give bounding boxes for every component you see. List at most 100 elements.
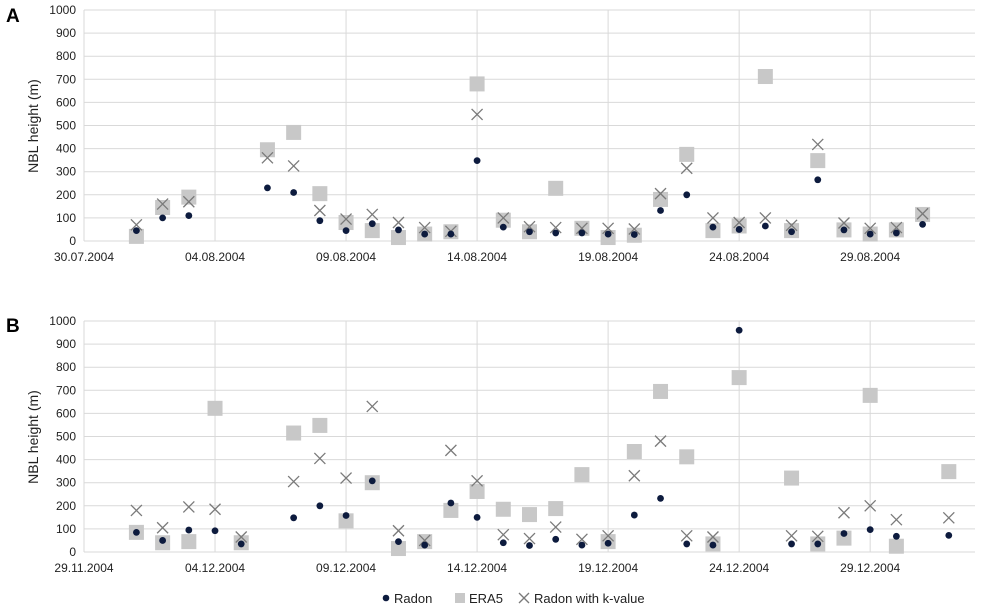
panel-b-x-tick-label: 19.12.2004 [578,561,638,575]
panel-b-radon-k-value-point [418,534,431,547]
panel-a-era5-point [181,189,197,205]
panel-b-radon-k-value-point [549,521,562,534]
panel-a-radon-k-value-point [313,204,326,217]
panel-a-radon-point [630,231,638,238]
panel-a-era5-point [155,200,171,216]
panel-a-y-axis-label: NBL height (m) [25,79,41,173]
panel-a-radon-point [814,176,822,184]
panel-b-radon-k-value-point [313,452,326,465]
panel-b-radon-k-value-point [628,469,641,482]
panel-b-radon-k-value-point [209,503,221,516]
panel-a: A NBL height (m) 30.07.2004 04.08.2004 09.… [6,3,975,264]
legend-radon-label: Radon [394,591,432,606]
panel-a-radon-point [919,220,926,228]
panel-b-radon-point [316,502,324,510]
panel-b-era5-point [653,383,669,399]
panel-b-x-tick-label: 04.12.2004 [185,561,245,575]
panel-a-radon-point [368,220,376,228]
panel-a-radon-k-value-point [575,222,588,235]
panel-b-era5-point [338,513,354,529]
panel-b-radon-k-value-point [785,529,798,542]
panel-b-radon-point [788,540,795,548]
panel-a-radon-point [395,226,402,234]
panel-a-radon-k-value-point [366,208,379,221]
panel-a-radon-k-value-point [838,217,850,229]
panel-a-y-tick-label: 100 [56,211,76,225]
panel-b-y-tick-labels: 0 100 200 300 400 500 600 700 800 900 1000 [49,314,76,559]
panel-a-radon-point [683,191,691,199]
panel-a-y-tick-label: 300 [56,165,76,179]
panel-b-y-tick-label: 900 [56,337,76,351]
panel-b-radon-k-value-point [575,533,588,546]
panel-b-gridlines [83,320,975,553]
panel-b-y-tick-label: 100 [56,522,76,536]
panel-a-radon-k-value-point [733,216,746,229]
panel-a-radon-point [526,228,533,236]
panel-b-era5-point [626,444,642,460]
panel-a-radon-point [657,207,664,214]
panel-a-letter: A [6,6,20,27]
panel-b-radon-point [630,511,638,519]
panel-a-y-tick-label: 200 [56,188,76,202]
panel-a-y-tick-label: 0 [69,234,76,248]
panel-b-data-points [128,326,957,557]
panel-a-x-tick-labels: 30.07.2004 04.08.2004 09.08.2004 14.08.2004… [54,250,901,264]
panel-b-radon-point [421,541,429,549]
panel-b-radon-point [945,531,953,539]
panel-a-era5-point [705,223,721,239]
panel-a-era5-point [259,142,275,158]
panel-a-radon-k-value-point [261,151,274,164]
panel-b-radon-point [342,512,350,519]
panel-a-era5-point [548,180,564,196]
panel-b-era5-point [390,541,406,557]
panel-a-radon-k-value-point [287,159,300,172]
legend-era5-label: ERA5 [469,591,503,606]
panel-a-radon-point [866,230,874,238]
panel-a-radon-point [552,229,560,237]
panel-b-radon-k-value-point [130,504,143,517]
panel-a-y-tick-label: 700 [56,72,76,86]
panel-b-y-axis-label: NBL height (m) [25,390,41,484]
panel-b-x-tick-labels: 29.11.2004 04.12.2004 09.12.2004 14.12.2004… [54,561,900,575]
panel-a-radon-point [709,223,717,231]
panel-b-radon-point [185,526,193,534]
panel-a-x-tick-label: 19.08.2004 [578,250,638,264]
panel-b-x-tick-label: 24.12.2004 [709,561,769,575]
panel-a-era5-point [286,124,302,140]
panel-a-era5-point [469,76,485,92]
panel-a-radon-k-value-point [628,223,641,235]
panel-a-x-tick-label: 14.08.2004 [447,250,507,264]
panel-a-era5-point [679,146,695,162]
panel-a-radon-point [159,214,167,222]
panel-a-era5-point [312,186,328,202]
panel-a-x-tick-label: 04.08.2004 [185,250,245,264]
panel-b-era5-point [862,387,878,403]
panel-b-radon-point [526,542,533,549]
panel-a-radon-k-value-point [392,216,405,229]
panel-b-era5-point [731,370,747,386]
panel-b-radon-point [290,514,298,522]
panel-b-radon-point [447,499,455,507]
panel-b-x-tick-label: 14.12.2004 [447,561,507,575]
panel-a-radon-k-value-point [654,187,667,200]
panel-a-radon-k-value-point [182,195,195,208]
panel-a-era5-point [495,212,511,228]
panel-a-radon-point [133,227,140,235]
panel-a-x-tick-label: 30.07.2004 [54,250,114,264]
panel-a-radon-k-value-point [471,108,484,121]
panel-a-x-tick-label: 09.08.2004 [316,250,376,264]
panel-b-x-tick-label: 29.12.2004 [840,561,900,575]
panel-b-era5-point [286,425,302,441]
panel-b-radon-k-value-point [235,531,248,543]
panel-b-y-tick-label: 700 [56,383,76,397]
panel-a-radon-k-value-point [418,221,431,234]
panel-b-radon-k-value-point [602,529,615,542]
panel-a-radon-point [840,226,848,234]
panel-a-y-tick-label: 900 [56,26,76,40]
panel-b-radon-point [892,532,900,540]
panel-b-radon-k-value-point [890,513,903,526]
panel-a-radon-k-value-point [916,207,929,220]
panel-b-y-tick-label: 400 [56,453,76,467]
panel-a-radon-k-value-point [890,221,903,234]
